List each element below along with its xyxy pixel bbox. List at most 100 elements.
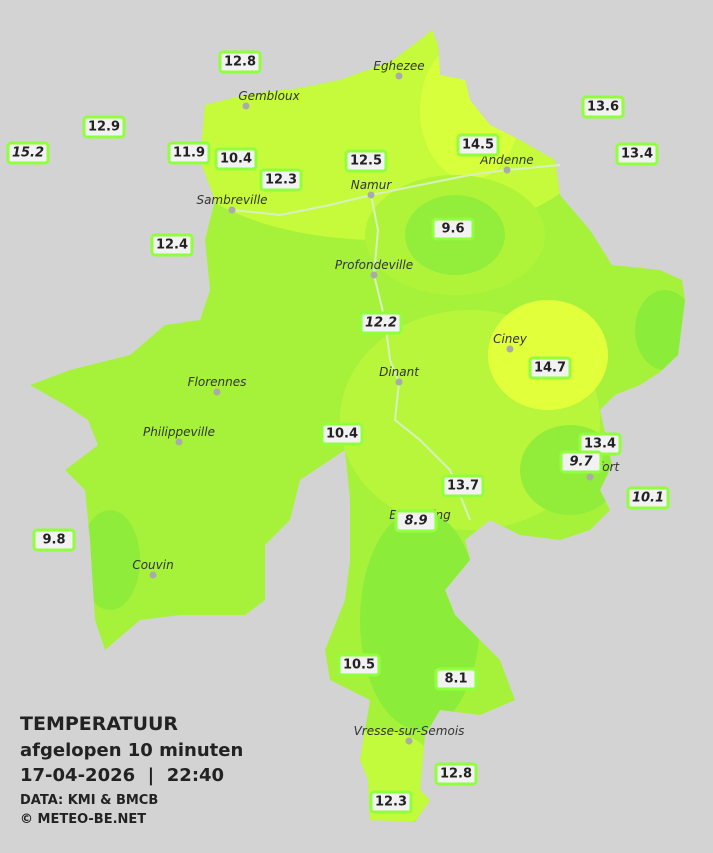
- station: 12.3: [259, 168, 303, 192]
- station: 12.9: [82, 115, 126, 139]
- legend-title: TEMPERATUUR: [20, 713, 178, 735]
- station-value: 12.5: [350, 154, 382, 169]
- city-dot: [149, 571, 157, 579]
- station: 13.4: [615, 142, 659, 166]
- station-box: [626, 486, 670, 510]
- station: 14.5: [456, 133, 500, 157]
- station-value: 10.4: [220, 152, 252, 167]
- station: 10.1: [626, 486, 670, 510]
- station: 12.4: [150, 233, 194, 257]
- station-value: 12.3: [375, 795, 407, 810]
- station-box: [394, 509, 438, 533]
- station-box: [434, 762, 478, 786]
- city-label: Profondeville: [335, 258, 413, 272]
- station-box: [344, 149, 388, 173]
- station-value: 12.8: [224, 55, 256, 70]
- station-value: 13.7: [447, 479, 479, 494]
- station-box: [218, 50, 262, 74]
- station: 9.8: [32, 528, 76, 552]
- station-box: [259, 168, 303, 192]
- station-box: [559, 450, 603, 474]
- station: 8.1: [434, 667, 478, 691]
- station-box: [434, 667, 478, 691]
- city-dot: [367, 191, 375, 199]
- station: 15.2: [6, 141, 50, 165]
- station-box: [320, 422, 364, 446]
- station: 14.7: [528, 356, 572, 380]
- city-label: Philippeville: [143, 425, 215, 439]
- station-value: 10.5: [343, 658, 375, 673]
- station-box: [359, 311, 403, 335]
- station: 13.7: [441, 474, 485, 498]
- city-label: Florennes: [188, 375, 247, 389]
- station-box: [369, 790, 413, 814]
- city-dot: [213, 388, 221, 396]
- legend-subtitle: afgelopen 10 minuten: [20, 740, 243, 761]
- station-value: 8.1: [444, 672, 467, 687]
- city-label: Couvin: [132, 558, 173, 572]
- city-dot: [395, 72, 403, 80]
- station-box: [456, 133, 500, 157]
- station-box: [214, 147, 258, 171]
- station: 12.2: [359, 311, 403, 335]
- station-box: [581, 95, 625, 119]
- station-value: 13.4: [584, 437, 616, 452]
- station-box: [337, 653, 381, 677]
- station: 10.4: [214, 147, 258, 171]
- station: 8.9: [394, 509, 438, 533]
- city-label: Gembloux: [238, 89, 300, 103]
- city-label: Vresse-sur-Semois: [354, 724, 465, 738]
- station-value: 10.1: [632, 491, 664, 506]
- station-box: [431, 217, 475, 241]
- station-value: 14.5: [462, 138, 494, 153]
- city-label: Eghezee: [373, 59, 424, 73]
- legend-credit: © METEO-BE.NET: [20, 812, 146, 827]
- city-label: Namur: [351, 178, 393, 192]
- city-dot: [370, 271, 378, 279]
- station-value: 9.8: [42, 533, 65, 548]
- station-value: 12.8: [440, 767, 472, 782]
- station: 12.8: [218, 50, 262, 74]
- station: 12.3: [369, 790, 413, 814]
- station-box: [32, 528, 76, 552]
- station-box: [528, 356, 572, 380]
- station-box: [167, 141, 211, 165]
- city-dot: [503, 166, 511, 174]
- station-box: [615, 142, 659, 166]
- city-dot: [242, 102, 250, 110]
- station-value: 12.9: [88, 120, 120, 135]
- city-dot: [395, 378, 403, 386]
- station-value: 13.6: [587, 100, 619, 115]
- river: [370, 194, 471, 521]
- legend-datetime: 17-04-2026 | 22:40: [20, 765, 224, 786]
- station-value: 10.4: [326, 427, 358, 442]
- station-value: 14.7: [534, 361, 566, 376]
- station-value: 9.7: [569, 455, 593, 470]
- city-label: Ciney: [493, 332, 528, 346]
- station-value: 12.3: [265, 173, 297, 188]
- station-box: [82, 115, 126, 139]
- station-box: [441, 474, 485, 498]
- river: [231, 164, 561, 217]
- city-dot: [586, 473, 594, 481]
- station: 10.4: [320, 422, 364, 446]
- station: 12.5: [344, 149, 388, 173]
- station: 11.9: [167, 141, 211, 165]
- station-value: 11.9: [173, 146, 205, 161]
- station-box: [150, 233, 194, 257]
- station: 12.8: [434, 762, 478, 786]
- station-value: 12.2: [365, 316, 397, 331]
- city-dot: [506, 345, 514, 353]
- city-label: Dinant: [379, 365, 420, 379]
- station-value: 8.9: [404, 514, 427, 529]
- station-value: 9.6: [441, 222, 464, 237]
- station-box: [6, 141, 50, 165]
- station-value: 15.2: [12, 146, 44, 161]
- station-value: 12.4: [156, 238, 188, 253]
- city-dot: [405, 737, 413, 745]
- legend: TEMPERATUUR afgelopen 10 minuten 17-04-2…: [20, 713, 243, 827]
- station: 10.5: [337, 653, 381, 677]
- station-value: 13.4: [621, 147, 653, 162]
- station: 13.6: [581, 95, 625, 119]
